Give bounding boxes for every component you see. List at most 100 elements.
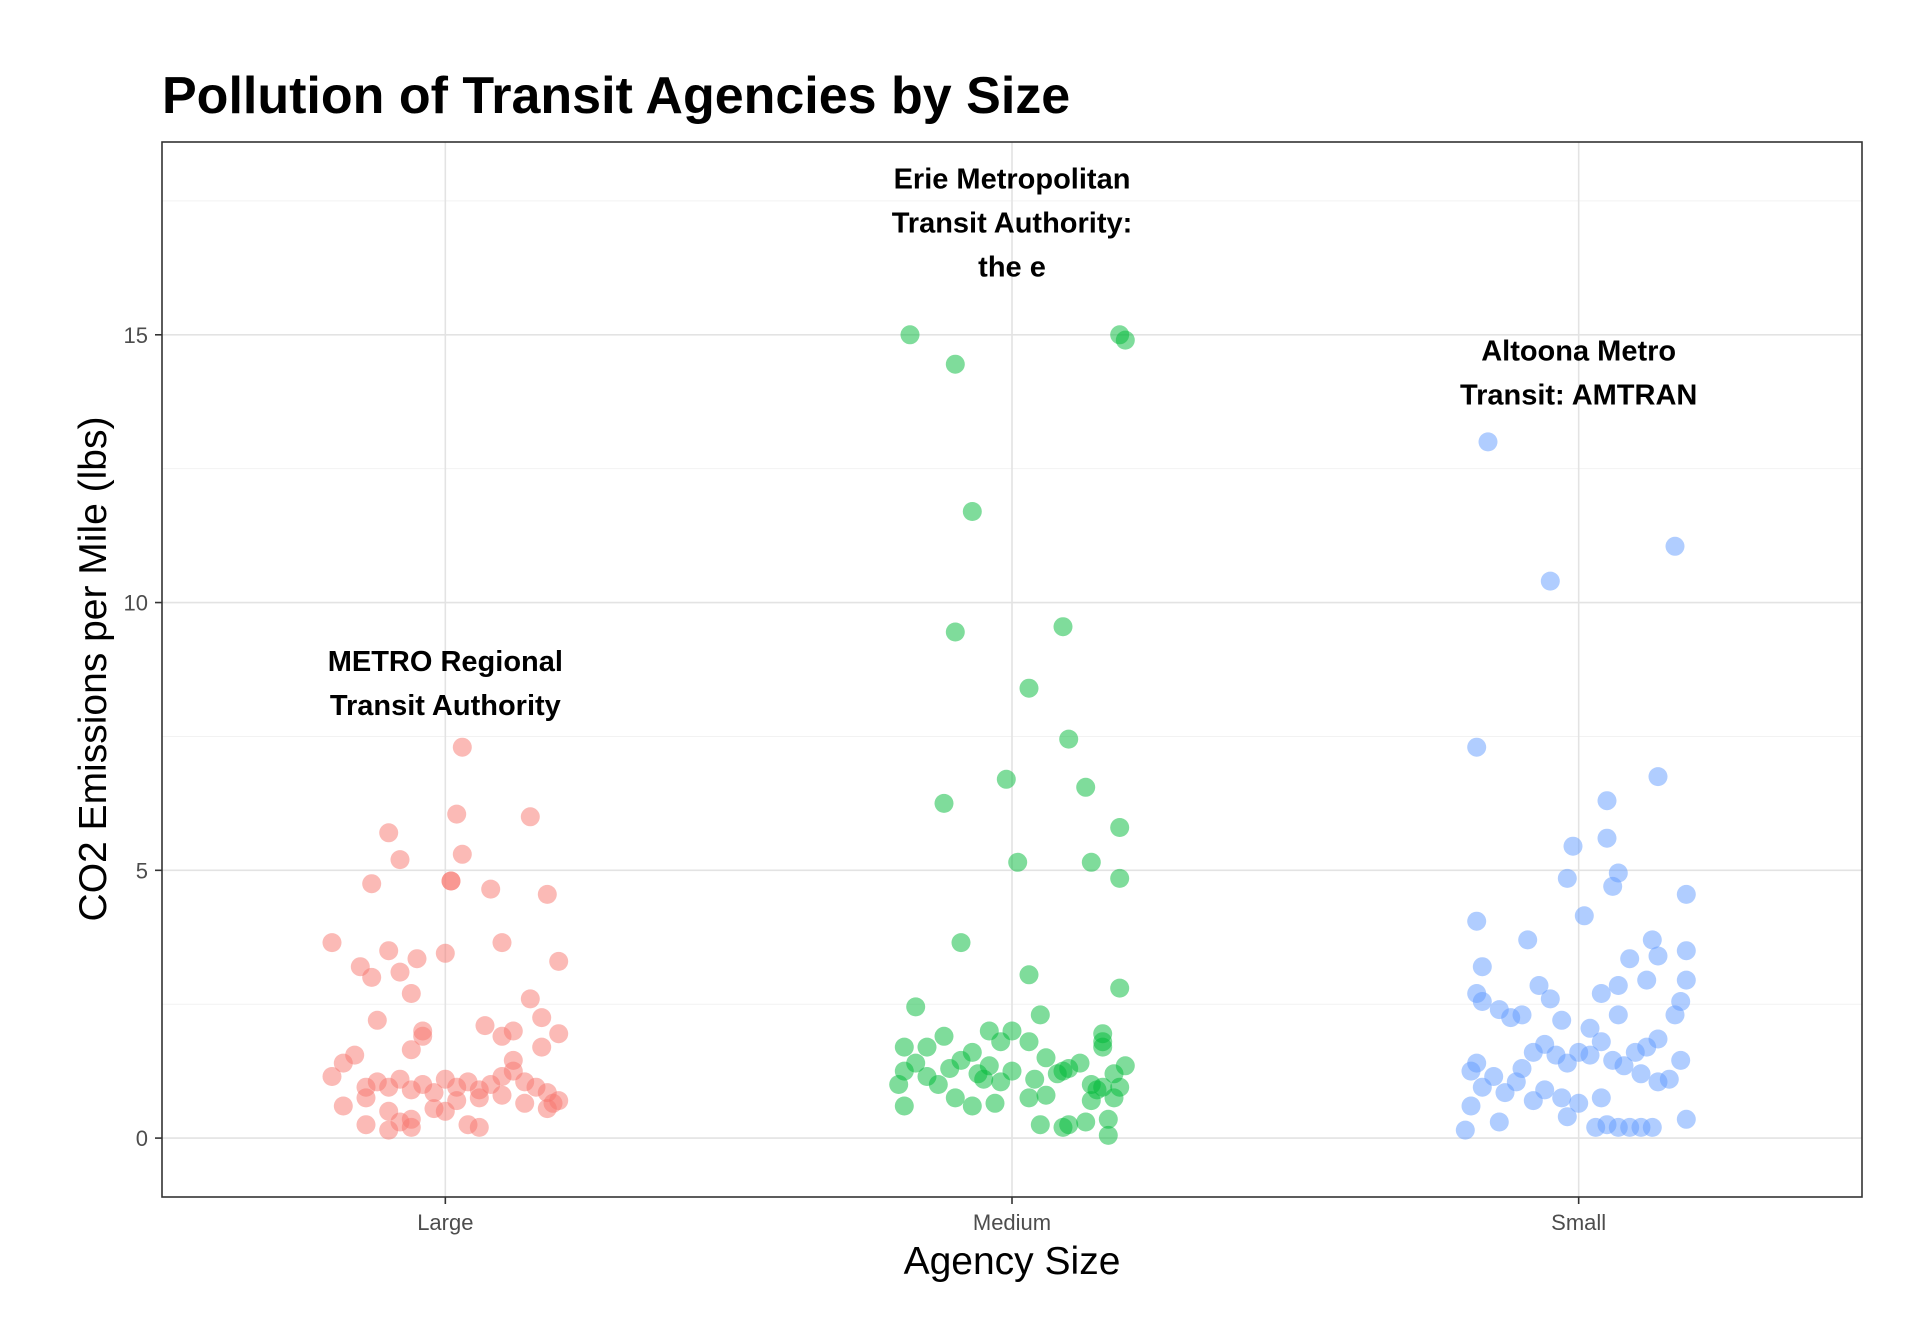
data-point: [1676, 1109, 1696, 1129]
data-point: [503, 1050, 523, 1070]
data-point: [543, 1093, 563, 1113]
data-point: [520, 807, 540, 827]
data-point: [1642, 1117, 1662, 1137]
data-point: [1059, 729, 1079, 749]
data-point: [1002, 1021, 1022, 1041]
data-point: [390, 850, 410, 870]
data-point: [1115, 1056, 1135, 1076]
data-point: [1461, 1096, 1481, 1116]
data-point: [1110, 1077, 1130, 1097]
data-point: [1059, 1115, 1079, 1135]
data-point: [401, 1117, 421, 1137]
data-point: [1642, 930, 1662, 950]
series-small: [1455, 432, 1696, 1140]
data-point: [1484, 1067, 1504, 1086]
data-point: [1603, 876, 1623, 896]
data-point: [424, 1083, 444, 1103]
data-point: [356, 1115, 376, 1135]
data-point: [1087, 1080, 1107, 1100]
data-point: [945, 1088, 965, 1108]
data-point: [435, 943, 455, 963]
data-point: [452, 737, 472, 757]
chart-title: Pollution of Transit Agencies by Size: [162, 67, 1070, 125]
data-point: [1478, 432, 1498, 452]
data-point: [469, 1088, 489, 1108]
data-point: [945, 622, 965, 642]
data-point: [1608, 1005, 1628, 1025]
data-point: [492, 1085, 512, 1105]
data-point: [537, 884, 557, 904]
data-point: [333, 1096, 353, 1116]
data-point: [1467, 911, 1487, 931]
data-point: [1665, 536, 1685, 556]
data-point: [1467, 1053, 1487, 1073]
data-point: [1081, 852, 1101, 872]
data-point: [379, 823, 399, 843]
data-point: [435, 1101, 455, 1121]
data-point: [1676, 970, 1696, 990]
data-point: [1631, 1064, 1651, 1084]
y-tick-label: 15: [124, 323, 148, 348]
data-point: [1036, 1048, 1056, 1068]
series-medium: [889, 325, 1135, 1145]
annotation-small: Altoona Metro Transit: AMTRAN: [1460, 335, 1697, 411]
data-point: [1019, 1088, 1039, 1108]
data-point: [996, 769, 1016, 789]
data-point: [1030, 1115, 1050, 1135]
data-point: [362, 967, 382, 987]
data-point: [1591, 984, 1611, 1003]
x-tick-label: Medium: [973, 1210, 1051, 1235]
data-point: [1676, 884, 1696, 904]
annotation-line: METRO Regional: [328, 646, 563, 678]
data-point: [894, 1037, 914, 1057]
data-point: [906, 997, 926, 1017]
data-point: [447, 804, 467, 824]
data-point: [549, 951, 569, 971]
data-point: [1648, 767, 1668, 787]
data-point: [900, 325, 920, 345]
annotation-line: Transit: AMTRAN: [1460, 379, 1697, 411]
data-point: [1540, 989, 1560, 1009]
data-point: [532, 1008, 552, 1028]
data-point: [934, 1026, 954, 1046]
data-point: [452, 844, 472, 864]
data-point: [1614, 1056, 1634, 1076]
data-point: [962, 1042, 982, 1062]
data-point: [1557, 1107, 1577, 1127]
data-point: [407, 949, 427, 969]
data-point: [1019, 1032, 1039, 1052]
data-point: [1036, 1085, 1056, 1105]
data-point: [1569, 1093, 1589, 1113]
data-point: [1110, 818, 1130, 837]
data-point: [1512, 1059, 1532, 1078]
data-point: [379, 941, 399, 961]
y-axis: 0 5 10 15: [124, 323, 162, 1151]
data-point: [1076, 777, 1096, 797]
data-point: [1574, 906, 1594, 926]
data-point: [1467, 737, 1487, 757]
data-point: [1019, 965, 1039, 985]
data-point: [362, 874, 382, 894]
y-tick-label: 10: [124, 591, 148, 616]
data-point: [520, 989, 540, 1009]
data-point: [549, 1024, 569, 1044]
data-point: [1671, 992, 1691, 1011]
annotation-line: Transit Authority:: [892, 207, 1133, 239]
data-point: [1019, 678, 1039, 698]
data-point: [1591, 1088, 1611, 1108]
data-point: [1098, 1109, 1118, 1129]
data-point: [356, 1088, 376, 1108]
data-point: [1557, 868, 1577, 888]
annotation-line: Transit Authority: [330, 690, 561, 722]
x-tick-label: Small: [1551, 1210, 1606, 1235]
data-point: [951, 933, 971, 953]
data-point: [1529, 976, 1549, 995]
data-point: [928, 1075, 948, 1094]
data-point: [1580, 1045, 1600, 1065]
data-point: [1002, 1061, 1022, 1081]
data-point: [345, 1045, 365, 1065]
data-point: [1552, 1010, 1572, 1030]
data-point: [1030, 1005, 1050, 1025]
data-point: [1053, 617, 1073, 637]
